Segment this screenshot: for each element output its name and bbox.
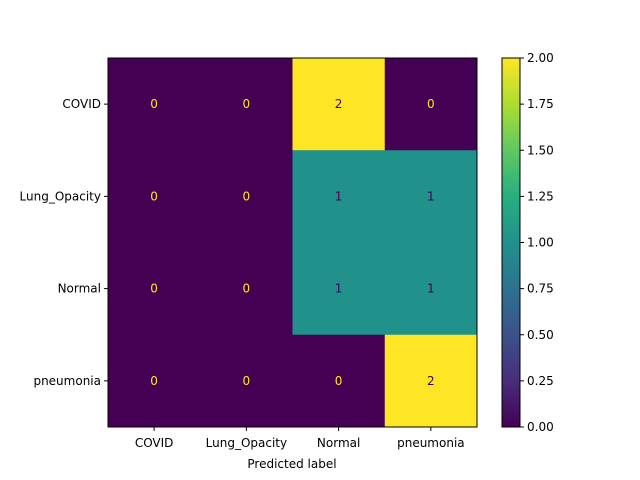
cell-value-label: 2	[335, 97, 343, 111]
heatmap-cell	[108, 334, 201, 428]
x-tick-label: pneumonia	[397, 436, 465, 450]
heatmap-cells	[108, 58, 478, 428]
cell-value-label: 0	[150, 374, 158, 388]
heatmap-cell	[292, 150, 386, 243]
cell-value-label: 0	[335, 374, 343, 388]
cell-value-label: 1	[427, 189, 435, 203]
colorbar	[501, 57, 521, 428]
y-axis-ticks: COVID Lung_Opacity Normal pneumonia	[20, 97, 108, 388]
y-tick-label: pneumonia	[33, 374, 101, 388]
colorbar-tick-label: 2.00	[527, 51, 554, 65]
heatmap-cell	[200, 58, 293, 151]
cell-value-label: 0	[150, 97, 158, 111]
cell-value-label: 0	[243, 374, 251, 388]
heatmap-cell	[200, 242, 293, 336]
cell-value-label: 1	[335, 189, 343, 203]
cell-value-label: 2	[427, 374, 435, 388]
heatmap-cell	[108, 242, 201, 336]
x-axis-ticks: COVID Lung_Opacity Normal pneumonia	[135, 427, 465, 450]
colorbar-tick-label: 0.00	[527, 420, 554, 434]
heatmap-cell	[292, 334, 386, 428]
cell-value-label: 1	[335, 282, 343, 296]
cell-value-label: 0	[243, 189, 251, 203]
x-tick-label: COVID	[135, 436, 174, 450]
heatmap-cell	[384, 334, 478, 428]
colorbar-tick-label: 1.50	[527, 143, 554, 157]
colorbar-tick-label: 1.25	[527, 189, 554, 203]
x-axis-label: Predicted label	[247, 457, 336, 471]
colorbar-tick-label: 1.00	[527, 236, 554, 250]
colorbar-tick-label: 0.75	[527, 282, 554, 296]
heatmap-cell	[108, 150, 201, 243]
plot-frame	[107, 57, 478, 428]
heatmap-cell	[384, 150, 478, 243]
heatmap-cell	[200, 334, 293, 428]
heatmap-cell-labels: 0 0 2 0 0 0 1 1 0 0 1 1 0 0 0 2	[150, 97, 434, 388]
heatmap-cell	[384, 58, 478, 151]
heatmap-cell	[292, 242, 386, 336]
cell-value-label: 0	[150, 282, 158, 296]
cell-value-label: 1	[427, 282, 435, 296]
y-tick-label: Lung_Opacity	[20, 189, 101, 203]
heatmap-cell	[292, 58, 386, 151]
cell-value-label: 0	[150, 189, 158, 203]
y-tick-label: COVID	[62, 97, 101, 111]
colorbar-tick-label: 0.50	[527, 328, 554, 342]
colorbar-tick-label: 0.25	[527, 374, 554, 388]
heatmap-cell	[108, 58, 201, 151]
cell-value-label: 0	[243, 282, 251, 296]
x-tick-label: Lung_Opacity	[206, 436, 287, 450]
cell-value-label: 0	[427, 97, 435, 111]
y-tick-label: Normal	[58, 282, 101, 296]
heatmap-cell	[384, 242, 478, 336]
colorbar-ticks: 0.00 0.25 0.50 0.75 1.00 1.25 1.50 1.75 2.00	[520, 51, 554, 434]
cell-value-label: 0	[243, 97, 251, 111]
colorbar-tick-label: 1.75	[527, 97, 554, 111]
heatmap-cell	[200, 150, 293, 243]
x-tick-label: Normal	[317, 436, 360, 450]
